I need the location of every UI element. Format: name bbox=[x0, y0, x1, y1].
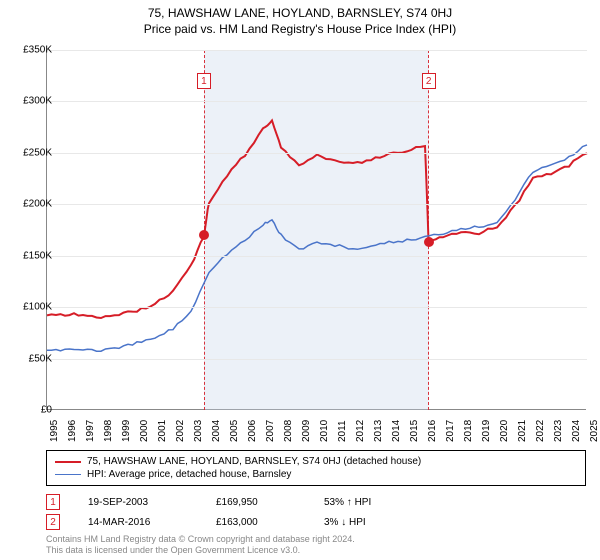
event-marker-ref: 2 bbox=[46, 514, 60, 530]
event-price: £163,000 bbox=[216, 517, 296, 528]
event-marker-ref: 1 bbox=[46, 494, 60, 510]
legend: 75, HAWSHAW LANE, HOYLAND, BARNSLEY, S74… bbox=[46, 450, 586, 486]
event-marker-box: 2 bbox=[422, 73, 436, 89]
event-row: 1 19-SEP-2003 £169,950 53% ↑ HPI bbox=[46, 492, 586, 512]
x-tick-label: 2002 bbox=[175, 420, 186, 442]
x-tick-label: 2008 bbox=[283, 420, 294, 442]
x-tick-label: 2016 bbox=[427, 420, 438, 442]
x-tick-label: 2020 bbox=[499, 420, 510, 442]
legend-swatch bbox=[55, 474, 81, 475]
x-tick-label: 1997 bbox=[85, 420, 96, 442]
chart-title: 75, HAWSHAW LANE, HOYLAND, BARNSLEY, S74… bbox=[0, 0, 600, 20]
x-tick-label: 2013 bbox=[373, 420, 384, 442]
x-tick-label: 1996 bbox=[67, 420, 78, 442]
event-price: £169,950 bbox=[216, 497, 296, 508]
event-marker-dot bbox=[424, 237, 434, 247]
legend-item: HPI: Average price, detached house, Barn… bbox=[55, 468, 577, 481]
series-property bbox=[47, 120, 587, 318]
x-tick-label: 2019 bbox=[481, 420, 492, 442]
x-tick-label: 2011 bbox=[337, 420, 348, 442]
x-tick-label: 2005 bbox=[229, 420, 240, 442]
event-note: 53% ↑ HPI bbox=[324, 497, 371, 508]
series-hpi bbox=[47, 145, 587, 351]
x-tick-label: 2006 bbox=[247, 420, 258, 442]
x-tick-label: 2009 bbox=[301, 420, 312, 442]
license-line-1: Contains HM Land Registry data © Crown c… bbox=[46, 534, 586, 545]
legend-label: 75, HAWSHAW LANE, HOYLAND, BARNSLEY, S74… bbox=[87, 456, 421, 467]
x-tick-label: 1999 bbox=[121, 420, 132, 442]
x-tick-label: 2001 bbox=[157, 420, 168, 442]
x-tick-label: 1995 bbox=[49, 420, 60, 442]
x-tick-label: 2012 bbox=[355, 420, 366, 442]
y-tick-label: £200K bbox=[8, 199, 52, 210]
y-tick-label: £0 bbox=[8, 405, 52, 416]
x-tick-label: 2022 bbox=[535, 420, 546, 442]
license-line-2: This data is licensed under the Open Gov… bbox=[46, 545, 586, 556]
event-date: 19-SEP-2003 bbox=[88, 497, 188, 508]
legend-swatch bbox=[55, 461, 81, 463]
legend-label: HPI: Average price, detached house, Barn… bbox=[87, 469, 291, 480]
x-tick-label: 2014 bbox=[391, 420, 402, 442]
x-tick-label: 2003 bbox=[193, 420, 204, 442]
page: 75, HAWSHAW LANE, HOYLAND, BARNSLEY, S74… bbox=[0, 0, 600, 560]
legend-item: 75, HAWSHAW LANE, HOYLAND, BARNSLEY, S74… bbox=[55, 455, 577, 468]
y-tick-label: £350K bbox=[8, 45, 52, 56]
chart-subtitle: Price paid vs. HM Land Registry's House … bbox=[0, 20, 600, 36]
x-tick-label: 2017 bbox=[445, 420, 456, 442]
y-tick-label: £300K bbox=[8, 96, 52, 107]
y-tick-label: £150K bbox=[8, 250, 52, 261]
y-tick-label: £50K bbox=[8, 353, 52, 364]
event-table: 1 19-SEP-2003 £169,950 53% ↑ HPI 2 14-MAR-201… bbox=[46, 492, 586, 532]
chart-lines bbox=[47, 50, 587, 410]
x-tick-label: 2015 bbox=[409, 420, 420, 442]
y-tick-label: £100K bbox=[8, 302, 52, 313]
x-tick-label: 2010 bbox=[319, 420, 330, 442]
event-date: 14-MAR-2016 bbox=[88, 517, 188, 528]
x-tick-label: 2000 bbox=[139, 420, 150, 442]
license-text: Contains HM Land Registry data © Crown c… bbox=[46, 534, 586, 556]
x-tick-label: 2024 bbox=[571, 420, 582, 442]
x-tick-label: 2021 bbox=[517, 420, 528, 442]
x-tick-label: 2018 bbox=[463, 420, 474, 442]
x-tick-label: 2004 bbox=[211, 420, 222, 442]
event-marker-dot bbox=[199, 230, 209, 240]
event-row: 2 14-MAR-2016 £163,000 3% ↓ HPI bbox=[46, 512, 586, 532]
x-tick-label: 1998 bbox=[103, 420, 114, 442]
x-tick-label: 2025 bbox=[589, 420, 600, 442]
event-note: 3% ↓ HPI bbox=[324, 517, 366, 528]
event-marker-box: 1 bbox=[197, 73, 211, 89]
x-tick-label: 2007 bbox=[265, 420, 276, 442]
x-tick-label: 2023 bbox=[553, 420, 564, 442]
chart-plot-area: 12 bbox=[46, 50, 586, 410]
y-tick-label: £250K bbox=[8, 147, 52, 158]
